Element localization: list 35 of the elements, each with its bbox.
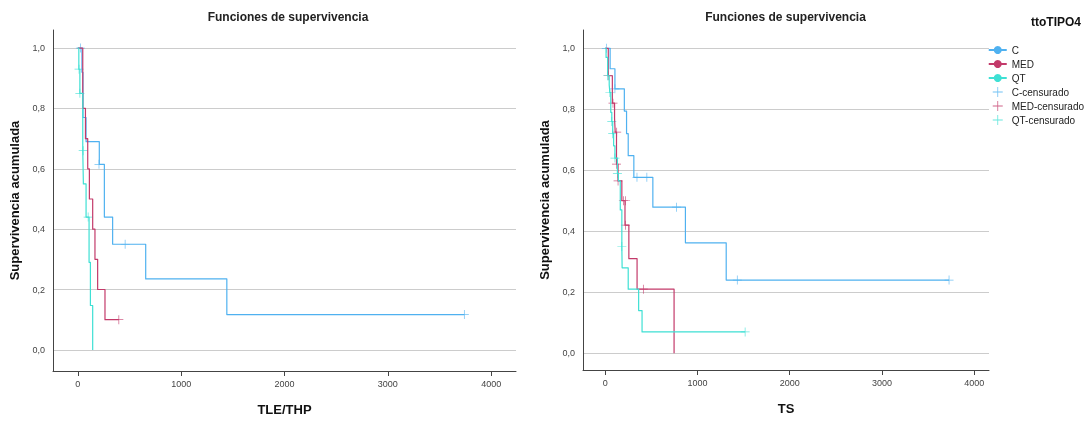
y-axis-title: Supervivencia acumulada <box>7 119 22 281</box>
x-axis-title: TS <box>777 401 795 416</box>
x-tick-label: 3000 <box>377 378 398 389</box>
x-axis-title: TLE/THP <box>257 402 312 417</box>
y-tick-label: 0,0 <box>32 344 45 355</box>
x-tick-label: 0 <box>75 378 81 389</box>
legend-label: QT-censurado <box>1011 114 1076 126</box>
x-tick-label: 2000 <box>779 377 800 388</box>
legend-title: ttoTIPO4 <box>1031 15 1082 29</box>
y-tick-label: 0,2 <box>32 284 45 295</box>
legend-label: QT <box>1011 72 1026 84</box>
y-tick-label: 0,4 <box>562 226 575 237</box>
legend-label: MED-censurado <box>1011 100 1085 112</box>
y-tick-label: 0,2 <box>562 287 575 298</box>
chart-title: Funciones de supervivencia <box>207 10 369 24</box>
x-tick-label: 3000 <box>871 377 892 388</box>
y-tick-label: 0,6 <box>32 163 45 174</box>
y-tick-label: 0,6 <box>562 165 575 176</box>
y-tick-label: 0,4 <box>32 224 45 235</box>
x-tick-label: 4000 <box>964 377 985 388</box>
y-tick-label: 1,0 <box>562 43 575 54</box>
y-axis-title: Supervivencia acumulada <box>537 119 552 280</box>
y-tick-label: 0,8 <box>32 103 45 114</box>
y-tick-label: 0,8 <box>562 104 575 115</box>
y-tick-label: 1,0 <box>32 43 45 54</box>
legend-label: MED <box>1011 58 1034 70</box>
x-tick-label: 1000 <box>687 377 708 388</box>
chart-title: Funciones de supervivencia <box>705 10 867 24</box>
legend-label: C <box>1011 44 1019 56</box>
x-tick-label: 4000 <box>481 378 502 389</box>
x-tick-label: 2000 <box>274 378 295 389</box>
x-tick-label: 0 <box>602 377 608 388</box>
x-tick-label: 1000 <box>171 378 192 389</box>
y-tick-label: 0,0 <box>562 348 575 359</box>
legend-label: C-censurado <box>1011 86 1070 98</box>
